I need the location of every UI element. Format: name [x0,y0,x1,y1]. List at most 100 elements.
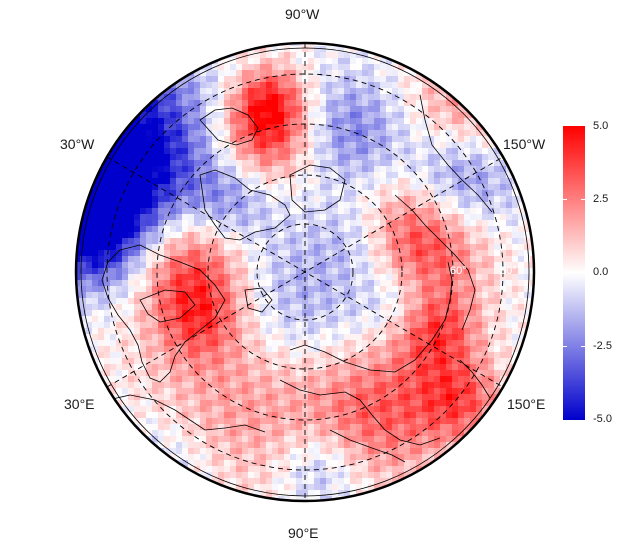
anomaly-cell [76,346,80,352]
anomaly-cell [164,88,170,94]
anomaly-cell [104,43,110,46]
anomaly-cell [290,328,296,334]
anomaly-cell [530,52,534,58]
anomaly-cell [410,166,416,172]
anomaly-cell [536,118,542,124]
anomaly-cell [368,310,374,316]
anomaly-cell [158,172,164,178]
anomaly-cell [290,412,296,418]
anomaly-cell [362,352,368,358]
anomaly-cell [86,82,92,88]
anomaly-cell [464,250,470,256]
anomaly-cell [398,43,404,46]
anomaly-cell [218,166,224,172]
anomaly-cell [404,202,410,208]
anomaly-cell [296,76,302,82]
anomaly-cell [386,358,392,364]
anomaly-cell [272,304,278,310]
anomaly-cell [200,322,206,328]
anomaly-cell [104,70,110,76]
anomaly-cell [434,274,440,280]
anomaly-cell [164,382,170,388]
anomaly-cell [494,76,500,82]
anomaly-cell [92,100,98,106]
anomaly-cell [320,184,326,190]
anomaly-cell [206,202,212,208]
anomaly-cell [434,316,440,322]
anomaly-cell [284,238,290,244]
anomaly-cell [506,100,512,106]
anomaly-cell [506,58,512,64]
anomaly-cell [170,148,176,154]
anomaly-cell [488,118,494,124]
anomaly-cell [446,160,452,166]
anomaly-cell [488,46,494,52]
anomaly-cell [452,100,458,106]
anomaly-cell [218,94,224,100]
anomaly-cell [488,178,494,184]
anomaly-cell [230,268,236,274]
anomaly-cell [206,286,212,292]
anomaly-cell [422,82,428,88]
anomaly-cell [128,238,134,244]
anomaly-cell [494,256,500,262]
anomaly-cell [500,178,506,184]
anomaly-cell [314,256,320,262]
anomaly-cell [530,43,534,46]
anomaly-cell [284,364,290,370]
anomaly-cell [392,328,398,334]
anomaly-cell [98,136,104,142]
anomaly-cell [338,262,344,268]
anomaly-cell [362,238,368,244]
anomaly-cell [524,376,530,382]
anomaly-cell [410,304,416,310]
anomaly-cell [398,136,404,142]
anomaly-cell [392,244,398,250]
anomaly-cell [386,298,392,304]
anomaly-cell [260,280,266,286]
anomaly-cell [344,208,350,214]
anomaly-cell [326,268,332,274]
anomaly-cell [374,148,380,154]
anomaly-cell [320,52,326,58]
anomaly-cell [314,148,320,154]
anomaly-cell [314,178,320,184]
anomaly-cell [242,118,248,124]
anomaly-cell [200,256,206,262]
anomaly-cell [386,130,392,136]
anomaly-cell [146,70,152,76]
anomaly-cell [314,220,320,226]
anomaly-cell [356,346,362,352]
anomaly-cell [524,316,530,322]
anomaly-cell [470,88,476,94]
anomaly-cell [494,328,500,334]
anomaly-cell [98,298,104,304]
anomaly-cell [110,412,116,418]
anomaly-cell [122,190,128,196]
anomaly-cell [344,118,350,124]
anomaly-cell [278,100,284,106]
anomaly-cell [248,400,254,406]
anomaly-cell [488,238,494,244]
anomaly-cell [284,124,290,130]
anomaly-cell [218,286,224,292]
anomaly-cell [368,298,374,304]
anomaly-cell [98,130,104,136]
anomaly-cell [494,286,500,292]
anomaly-cell [506,316,512,322]
anomaly-cell [146,82,152,88]
anomaly-cell [158,154,164,160]
anomaly-cell [260,58,266,64]
anomaly-cell [254,82,260,88]
anomaly-cell [122,292,128,298]
anomaly-cell [218,400,224,406]
anomaly-cell [488,148,494,154]
anomaly-cell [530,412,534,418]
anomaly-cell [248,358,254,364]
anomaly-cell [98,388,104,394]
anomaly-cell [236,418,242,424]
anomaly-cell [248,172,254,178]
anomaly-cell [182,394,188,400]
anomaly-cell [236,334,242,340]
anomaly-cell [512,124,518,130]
